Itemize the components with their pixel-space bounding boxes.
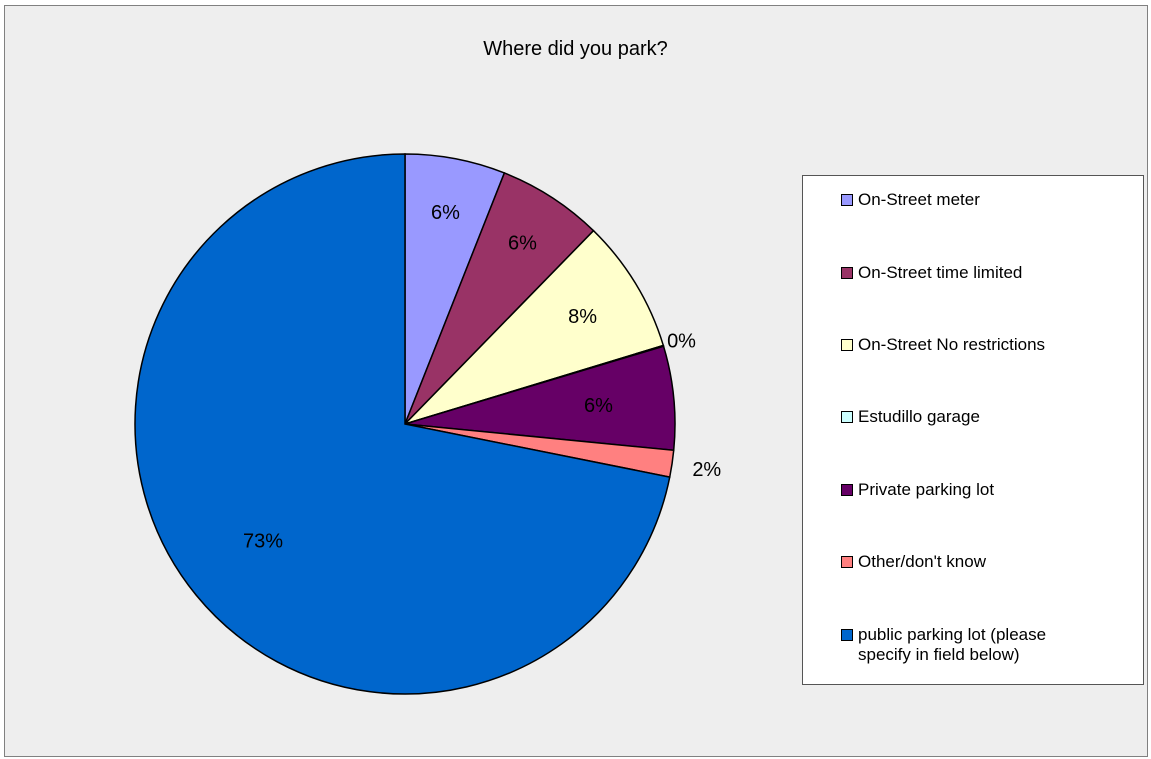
legend-label: On-Street No restrictions — [858, 335, 1046, 354]
legend-item: Private parking lot — [841, 480, 994, 500]
pie-data-label: 6% — [431, 202, 460, 224]
legend-swatch — [841, 339, 853, 351]
legend-swatch — [841, 411, 853, 423]
pie-data-label: 2% — [692, 459, 721, 481]
pie-data-label: 6% — [584, 395, 613, 417]
legend-swatch — [841, 194, 853, 206]
pie-slices — [134, 153, 676, 695]
legend-label: Estudillo garage — [858, 407, 980, 426]
legend-label: On-Street time limited — [858, 263, 1023, 282]
pie-slice — [134, 153, 671, 695]
legend-label: Other/don't know — [858, 552, 986, 571]
pie-data-label: 8% — [568, 306, 597, 328]
legend-label: On-Street meter — [858, 190, 980, 209]
legend-item: Other/don't know — [841, 552, 986, 572]
pie-slice — [404, 229, 665, 425]
legend-swatch — [841, 556, 853, 568]
pie-data-label: 6% — [508, 233, 537, 255]
legend-item: On-Street meter — [841, 190, 980, 210]
legend-item: On-Street time limited — [841, 263, 1022, 283]
pie-data-label: 73% — [243, 530, 283, 552]
legend-label: public parking lot (please specify in fi… — [858, 625, 1047, 664]
chart-title: Where did you park? — [483, 38, 668, 60]
legend-swatch — [841, 629, 853, 641]
legend-item: On-Street No restrictions — [841, 335, 1045, 355]
legend-swatch — [841, 267, 853, 279]
pie-data-labels: 6% 6% 8% 0% 6% 2% 73% — [243, 202, 721, 553]
pie-data-label: 0% — [667, 330, 696, 352]
legend-item: Estudillo garage — [841, 407, 980, 427]
legend: On-Street meter On-Street time limited On-… — [802, 175, 1144, 685]
legend-label: Private parking lot — [858, 480, 995, 499]
legend-swatch — [841, 484, 853, 496]
legend-item: public parking lot (please specify in fi… — [841, 625, 1046, 665]
